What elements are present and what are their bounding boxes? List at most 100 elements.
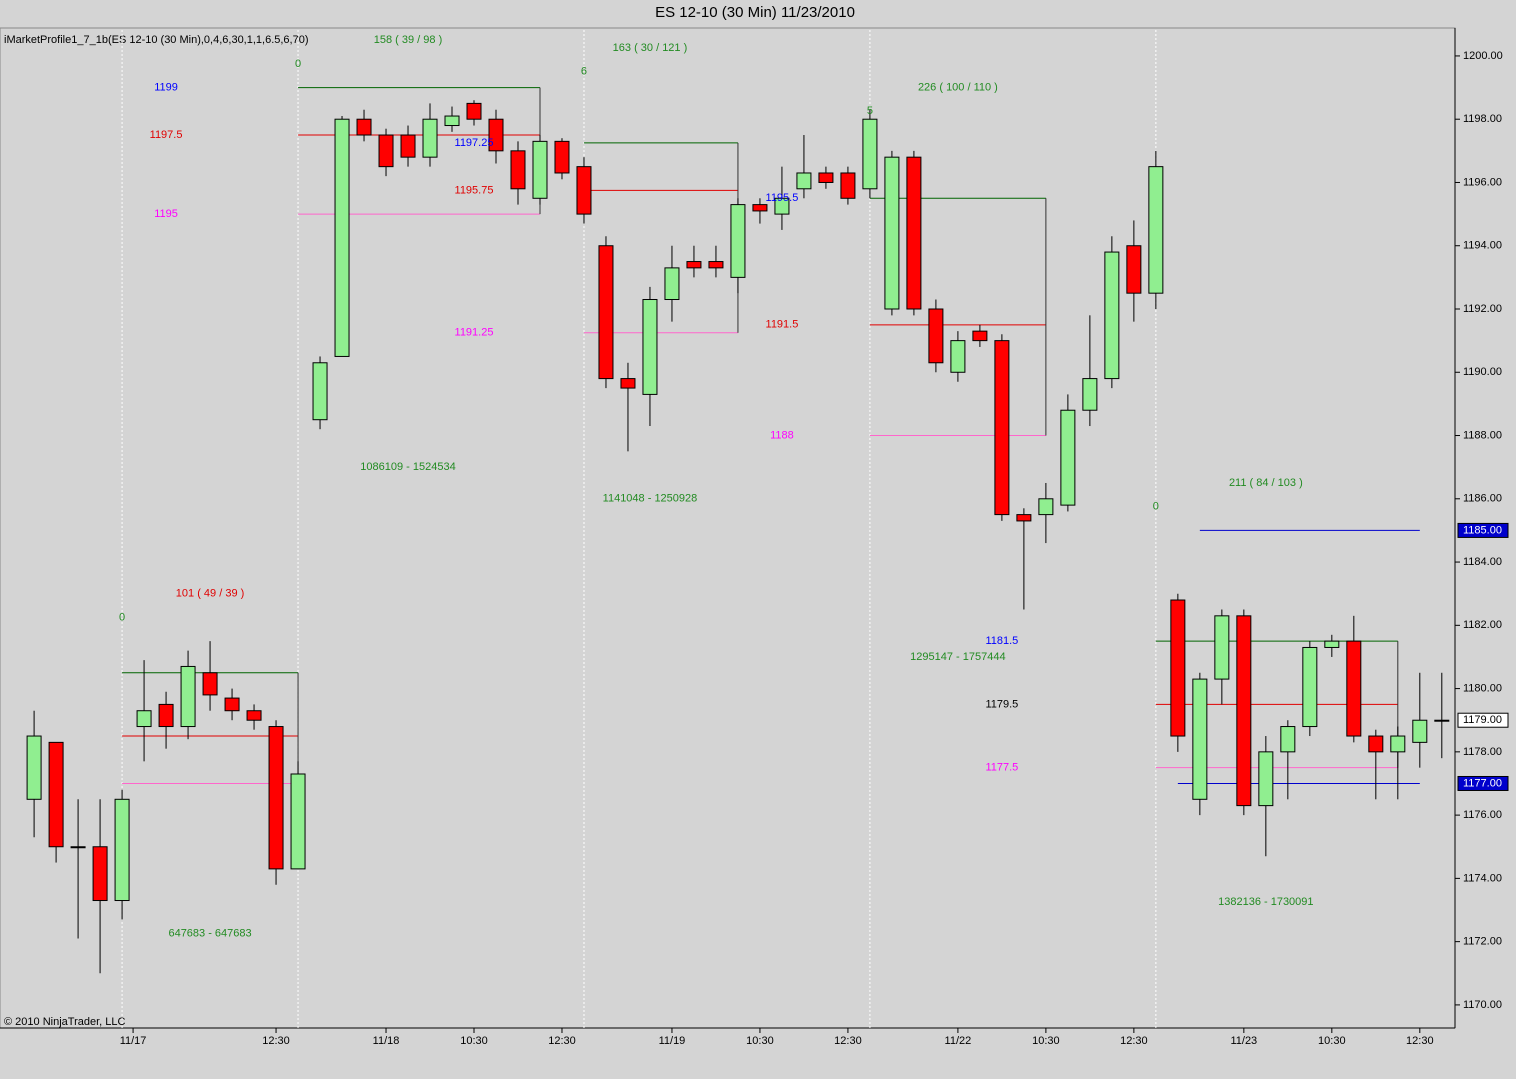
candle-body — [26, 735, 42, 800]
annotation: 1382136 - 1730091 — [1218, 896, 1313, 908]
annotation: 1188 — [770, 429, 794, 441]
candle-body — [532, 140, 548, 199]
candle-body — [114, 798, 130, 902]
candle-body — [1126, 245, 1142, 294]
candle-body — [906, 156, 922, 310]
candle-body — [48, 741, 64, 848]
candle-body — [686, 261, 702, 269]
annotation: 163 ( 30 / 121 ) — [613, 42, 688, 54]
candle-body — [1170, 599, 1186, 737]
annotation: 1181.5 — [985, 635, 1018, 647]
candle-body — [1324, 640, 1340, 648]
candle-body — [796, 172, 812, 190]
candle-body — [158, 703, 174, 728]
annotation: 1141048 - 1250928 — [603, 493, 698, 505]
candle-body — [708, 261, 724, 269]
candle-body — [180, 665, 196, 728]
candle-body — [1258, 751, 1274, 807]
candle-body — [928, 308, 944, 364]
y-tick-label: 1176.00 — [1463, 809, 1502, 821]
candle-body — [598, 245, 614, 380]
x-tick-label: 12:30 — [262, 1035, 290, 1047]
candle-body — [466, 102, 482, 120]
candle-body — [1346, 640, 1362, 737]
price-marker — [1457, 712, 1509, 728]
annotation: 6 — [581, 66, 587, 78]
annotation: 1195 — [154, 208, 178, 220]
candle-body — [752, 204, 768, 212]
x-tick-label: 11/23 — [1230, 1035, 1257, 1047]
y-tick-label: 1178.00 — [1463, 746, 1502, 758]
candle-body — [1236, 615, 1252, 807]
candle-body — [246, 710, 262, 721]
annotation: 0 — [1153, 501, 1159, 513]
candle-body — [1412, 719, 1428, 743]
annotation: 211 ( 84 / 103 ) — [1229, 477, 1303, 489]
price-marker-label: 1185.00 — [1463, 524, 1502, 536]
candle-body — [1302, 646, 1318, 728]
candle-body — [730, 204, 746, 278]
x-tick-label: 12:30 — [1406, 1035, 1434, 1047]
candle-body — [1082, 378, 1098, 411]
candle-body — [1214, 615, 1230, 680]
candle-body — [1390, 735, 1406, 753]
candle-body — [1148, 166, 1164, 294]
x-tick-label: 11/19 — [659, 1035, 686, 1047]
candle-body — [1192, 678, 1208, 800]
candle-body — [1104, 251, 1120, 380]
indicator-label: iMarketProfile1_7_1b(ES 12-10 (30 Min),0… — [4, 34, 309, 46]
candle-body — [1368, 735, 1384, 753]
candle-body — [664, 267, 680, 301]
chart-title: ES 12-10 (30 Min) 11/23/2010 — [655, 4, 855, 21]
y-tick-label: 1192.00 — [1463, 303, 1502, 315]
price-marker — [1457, 775, 1509, 791]
y-tick-label: 1190.00 — [1463, 366, 1502, 378]
price-marker — [1457, 522, 1509, 538]
x-tick-label: 11/18 — [373, 1035, 400, 1047]
y-tick-label: 1172.00 — [1463, 936, 1502, 948]
candle-body — [576, 166, 592, 215]
candle-body — [312, 362, 328, 421]
annotation: 1195.5 — [766, 192, 799, 204]
annotation: 5 — [867, 105, 873, 117]
title-bar — [0, 0, 1516, 28]
annotation: 226 ( 100 / 110 ) — [918, 81, 998, 93]
x-tick-label: 10:30 — [746, 1035, 774, 1047]
y-tick-label: 1188.00 — [1463, 429, 1502, 441]
x-tick-label: 11/22 — [945, 1035, 972, 1047]
y-tick-label: 1182.00 — [1463, 619, 1502, 631]
copyright: © 2010 NinjaTrader, LLC — [4, 1016, 125, 1028]
annotation: 647683 - 647683 — [168, 928, 251, 940]
candle-body — [950, 340, 966, 373]
candle-body — [290, 773, 306, 870]
candle-body — [202, 672, 218, 696]
candle-body — [1280, 726, 1296, 753]
candle-body — [554, 140, 570, 174]
annotation: 0 — [119, 611, 125, 623]
annotation: 1195.75 — [455, 184, 494, 196]
candle-body — [620, 378, 636, 389]
y-tick-label: 1186.00 — [1463, 493, 1502, 505]
y-tick-label: 1180.00 — [1463, 682, 1502, 694]
candle-body — [642, 299, 658, 395]
annotation: 1197.5 — [150, 129, 183, 141]
price-marker-label: 1177.00 — [1463, 777, 1502, 789]
candle-body — [862, 118, 878, 190]
annotation: 1197.25 — [455, 137, 494, 149]
candle-body — [334, 118, 350, 357]
candle-body — [70, 846, 86, 849]
x-tick-label: 12:30 — [1120, 1035, 1148, 1047]
y-tick-label: 1198.00 — [1463, 113, 1502, 125]
annotation: 1191.5 — [766, 319, 799, 331]
y-tick-label: 1184.00 — [1463, 556, 1502, 568]
plot-area — [0, 27, 1456, 1029]
annotation: 101 ( 49 / 39 ) — [176, 588, 245, 600]
candle-body — [972, 330, 988, 342]
candle-body — [92, 846, 108, 902]
annotation: 1199 — [154, 81, 178, 93]
candle-body — [884, 156, 900, 310]
x-tick-label: 10:30 — [460, 1035, 488, 1047]
y-tick-label: 1174.00 — [1463, 872, 1502, 884]
x-tick-label: 10:30 — [1032, 1035, 1060, 1047]
